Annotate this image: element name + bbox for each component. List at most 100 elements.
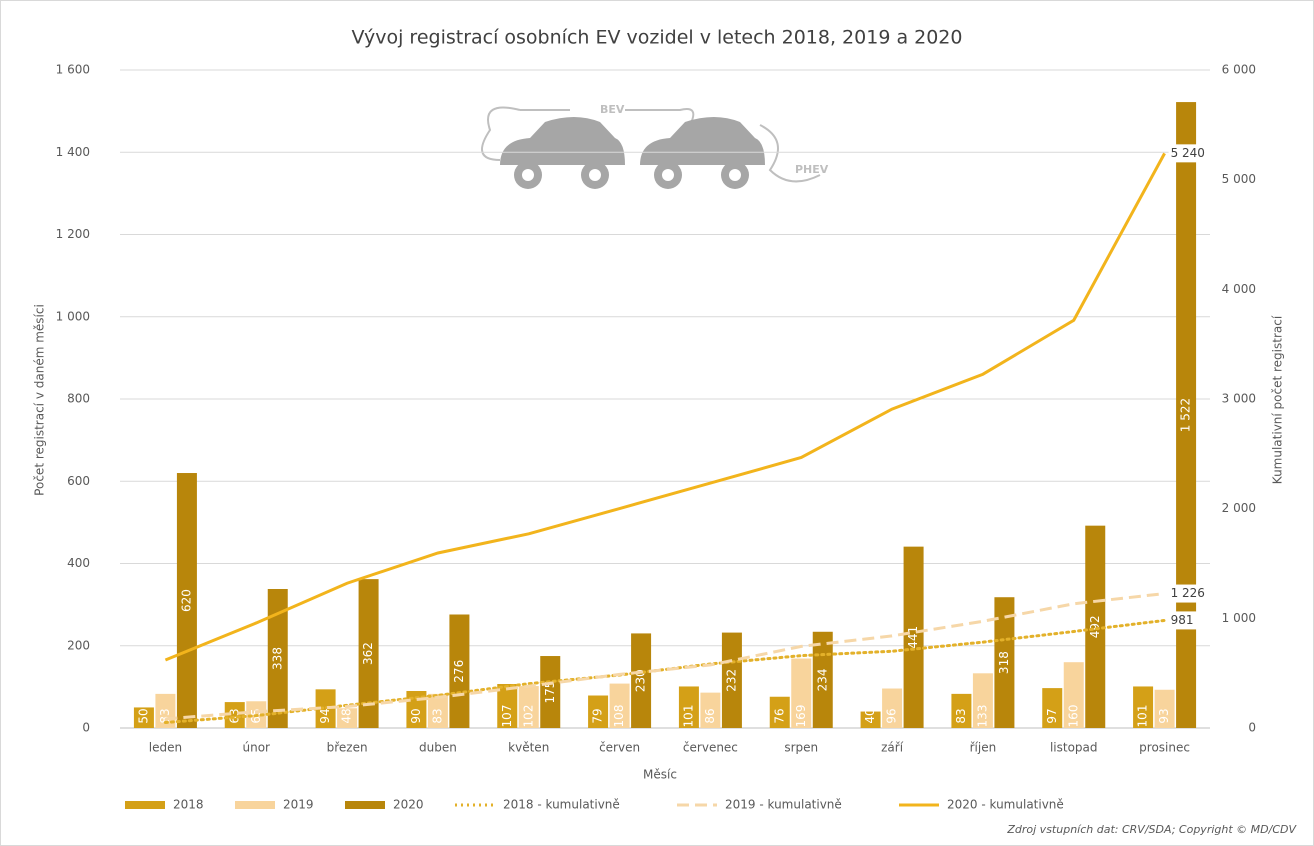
bar bbox=[1154, 689, 1175, 728]
car-bev bbox=[500, 117, 625, 165]
bar bbox=[449, 614, 470, 728]
source-note: Zdroj vstupních dat: CRV/SDA; Copyright … bbox=[1006, 823, 1297, 836]
data-label: 338 bbox=[270, 647, 284, 670]
bar bbox=[315, 689, 336, 728]
data-label: 79 bbox=[591, 708, 605, 723]
y-tick-label: 0 bbox=[82, 721, 90, 735]
y-axis-label: Počet registrací v daném měsíci bbox=[33, 304, 47, 496]
data-label: 40 bbox=[863, 708, 877, 723]
x-tick-label: prosinec bbox=[1139, 741, 1190, 755]
data-label: 133 bbox=[975, 705, 989, 728]
bar bbox=[224, 702, 245, 728]
y-tick-label: 600 bbox=[67, 474, 90, 488]
data-label: 48 bbox=[340, 708, 354, 723]
data-label: 83 bbox=[430, 708, 444, 723]
data-label: 1 226 bbox=[1171, 586, 1205, 600]
label-box bbox=[1168, 584, 1215, 603]
annotation: BEV bbox=[600, 103, 625, 116]
data-label: 97 bbox=[1045, 708, 1059, 723]
bar bbox=[951, 693, 972, 728]
bar bbox=[540, 656, 561, 728]
legend-swatch bbox=[125, 801, 165, 809]
bar bbox=[267, 588, 288, 728]
y-tick-label: 400 bbox=[67, 556, 90, 570]
data-label: 362 bbox=[361, 642, 375, 665]
y2-tick-label: 2 000 bbox=[1222, 501, 1256, 515]
data-label: 107 bbox=[500, 705, 514, 728]
data-label: 93 bbox=[1157, 708, 1171, 723]
car-phev bbox=[640, 117, 765, 165]
bar bbox=[1085, 525, 1106, 728]
x-tick-label: říjen bbox=[970, 741, 997, 755]
legend-label: 2020 - kumulativně bbox=[947, 798, 1064, 812]
wheel-hub bbox=[662, 169, 674, 181]
data-label: 175 bbox=[543, 681, 557, 704]
y2-axis-label: Kumulativní počet registrací bbox=[1271, 315, 1285, 484]
x-tick-label: červenec bbox=[683, 741, 738, 755]
y2-tick-label: 3 000 bbox=[1222, 392, 1256, 406]
bar bbox=[903, 546, 924, 728]
bar bbox=[631, 633, 652, 728]
x-tick-label: listopad bbox=[1050, 741, 1098, 755]
bar bbox=[609, 683, 630, 728]
data-label: 276 bbox=[452, 660, 466, 683]
bar bbox=[1176, 102, 1197, 728]
bar bbox=[860, 711, 881, 728]
cumulative-line bbox=[164, 152, 1166, 662]
y-tick-label: 1 400 bbox=[56, 145, 90, 159]
data-label: 441 bbox=[906, 626, 920, 649]
data-label: 108 bbox=[612, 705, 626, 728]
bar bbox=[882, 688, 903, 728]
x-tick-label: březen bbox=[327, 741, 368, 755]
grid bbox=[120, 69, 1210, 729]
x-tick-label: duben bbox=[419, 741, 457, 755]
x-tick-label: srpen bbox=[784, 741, 818, 755]
bar bbox=[1042, 688, 1063, 728]
data-label: 94 bbox=[318, 708, 332, 723]
bar bbox=[994, 597, 1015, 728]
bar bbox=[791, 658, 812, 728]
y2-tick-label: 1 000 bbox=[1222, 611, 1256, 625]
y-tick-label: 1 000 bbox=[56, 309, 90, 323]
bar bbox=[337, 708, 358, 728]
data-label: 101 bbox=[1136, 705, 1150, 728]
legend-label: 2019 - kumulativně bbox=[725, 798, 842, 812]
label-box bbox=[1168, 611, 1199, 630]
label-box bbox=[1168, 144, 1215, 163]
bar bbox=[358, 579, 379, 728]
x-tick-label: červen bbox=[599, 741, 640, 755]
legend-swatch bbox=[345, 801, 385, 809]
wheel-hub bbox=[729, 169, 741, 181]
wheel-hub bbox=[589, 169, 601, 181]
y2-tick-label: 6 000 bbox=[1222, 63, 1256, 77]
data-label: 230 bbox=[634, 669, 648, 692]
cable bbox=[759, 124, 821, 183]
data-label: 160 bbox=[1066, 705, 1080, 728]
illustration: BEV PHEV bbox=[481, 103, 829, 189]
data-label: 234 bbox=[815, 668, 829, 691]
bar bbox=[769, 696, 790, 728]
data-label: 492 bbox=[1088, 615, 1102, 638]
bar bbox=[700, 692, 721, 728]
data-label: 620 bbox=[179, 589, 193, 612]
x-tick-label: únor bbox=[243, 741, 271, 755]
y-tick-label: 800 bbox=[67, 392, 90, 406]
data-label: 981 bbox=[1171, 613, 1194, 627]
data-label: 1 522 bbox=[1179, 398, 1193, 432]
x-tick-label: leden bbox=[149, 741, 182, 755]
x-axis-label: Měsíc bbox=[643, 768, 677, 782]
cable bbox=[481, 106, 521, 161]
data-label: 318 bbox=[997, 651, 1011, 674]
data-label: 96 bbox=[885, 708, 899, 723]
bar bbox=[1063, 662, 1084, 728]
x-tick-label: září bbox=[881, 741, 904, 755]
legend-label: 2020 bbox=[393, 798, 424, 812]
cumulative-line bbox=[165, 592, 1165, 721]
y2-tick-label: 4 000 bbox=[1222, 282, 1256, 296]
wheel-hub bbox=[522, 169, 534, 181]
data-label: 50 bbox=[136, 708, 150, 723]
bar bbox=[133, 707, 154, 728]
data-label: 86 bbox=[703, 708, 717, 723]
data-label: 5 240 bbox=[1171, 146, 1205, 160]
